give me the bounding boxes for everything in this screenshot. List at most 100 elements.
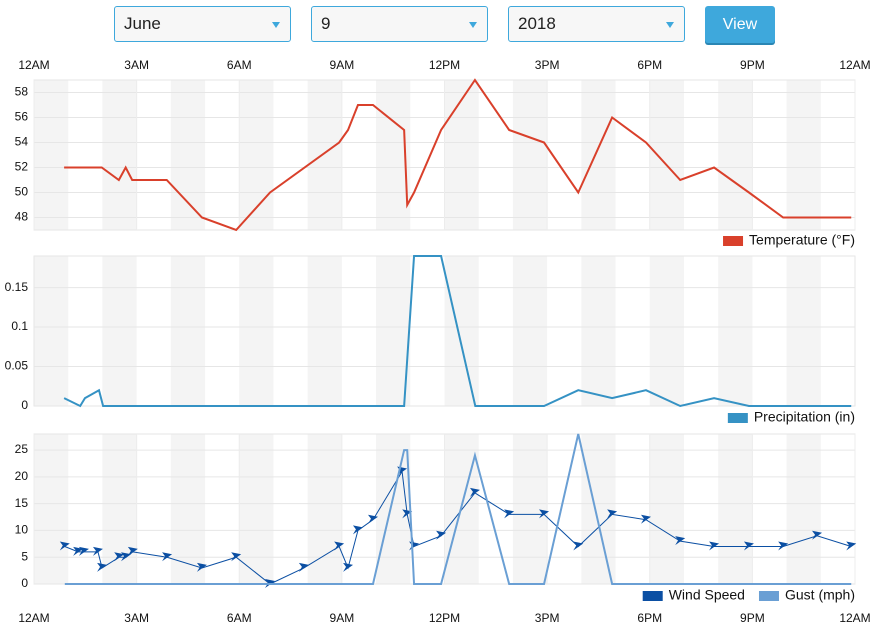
day-select[interactable]: 9 — [311, 6, 488, 42]
y-tick-label: 5 — [21, 549, 28, 563]
hour-band — [307, 80, 342, 230]
wind-arrow — [778, 541, 789, 551]
hour-band — [239, 256, 274, 406]
day-value: 9 — [321, 14, 331, 33]
x-tick-label: 9AM — [330, 58, 355, 72]
y-tick-label: 50 — [15, 185, 29, 199]
x-tick-label: 9PM — [740, 611, 765, 625]
y-tick-label: 15 — [15, 496, 29, 510]
legend-label: Precipitation (in) — [754, 409, 855, 425]
hour-band — [444, 80, 479, 230]
hour-band — [512, 256, 548, 406]
x-tick-label: 12AM — [839, 58, 870, 72]
hour-band — [786, 80, 821, 230]
legend-label: Temperature (°F) — [749, 232, 855, 248]
wind-arrow — [78, 546, 89, 556]
y-tick-label: 25 — [15, 442, 29, 456]
wind-arrow — [59, 541, 70, 551]
hour-band — [34, 80, 69, 230]
legend-swatch — [758, 591, 779, 601]
x-tick-label: 3PM — [535, 611, 560, 625]
hour-band — [444, 256, 479, 406]
wind-arrow — [114, 552, 125, 562]
hour-band — [170, 80, 206, 230]
y-tick-label: 0.15 — [5, 280, 29, 294]
x-tick-label: 12PM — [429, 611, 460, 625]
hour-band — [649, 434, 684, 584]
wind-arrow — [504, 509, 515, 519]
hour-band — [718, 80, 753, 230]
y-tick-label: 20 — [15, 469, 29, 483]
dropdown-arrow — [272, 22, 280, 28]
legend-swatch — [642, 591, 663, 601]
hour-band — [581, 434, 616, 584]
y-tick-label: 56 — [15, 110, 29, 124]
hour-band — [786, 256, 821, 406]
x-tick-label: 6PM — [637, 611, 662, 625]
wind-arrow — [343, 562, 354, 572]
wind-arrow — [162, 552, 173, 562]
hour-band — [649, 80, 684, 230]
x-tick-label: 3AM — [124, 58, 149, 72]
hour-band — [102, 256, 137, 406]
x-tick-label: 12AM — [18, 611, 49, 625]
wind-arrow — [97, 562, 108, 572]
hour-band — [102, 434, 137, 584]
y-tick-label: 0 — [21, 576, 28, 590]
legend-swatch — [727, 413, 748, 423]
wind-arrow — [298, 562, 309, 572]
x-tick-label: 6AM — [227, 58, 252, 72]
year-select[interactable]: 2018 — [508, 6, 685, 42]
wind-arrow — [573, 541, 584, 551]
y-tick-label: 48 — [15, 210, 29, 224]
dropdown-arrow — [666, 22, 674, 28]
hour-band — [170, 256, 206, 406]
hour-band — [307, 434, 342, 584]
month-value: June — [124, 14, 161, 33]
wind-arrow — [539, 509, 550, 519]
hour-band — [786, 434, 821, 584]
y-tick-label: 0 — [21, 398, 28, 412]
hour-band — [34, 256, 69, 406]
x-tick-label: 3AM — [124, 611, 149, 625]
x-tick-label: 12AM — [839, 611, 870, 625]
hour-band — [376, 434, 411, 584]
x-tick-label: 12AM — [18, 58, 49, 72]
y-tick-label: 0.1 — [11, 319, 28, 333]
x-tick-label: 9AM — [330, 611, 355, 625]
y-tick-label: 58 — [15, 85, 29, 99]
wind-arrow — [846, 541, 857, 551]
y-tick-label: 52 — [15, 160, 29, 174]
dropdown-arrow — [469, 22, 477, 28]
wind-arrow — [334, 541, 345, 551]
wind-arrow — [73, 546, 84, 556]
legend-label: Wind Speed — [669, 587, 745, 603]
wind-arrow — [121, 552, 132, 562]
wind-arrow — [743, 541, 754, 551]
wind-arrow — [231, 552, 242, 562]
y-tick-label: 54 — [15, 135, 29, 149]
wind-arrow — [436, 530, 447, 540]
y-tick-label: 10 — [15, 523, 29, 537]
wind-arrow — [368, 514, 379, 524]
view-button[interactable]: View — [705, 6, 775, 43]
wind-arrow — [607, 509, 618, 519]
year-value: 2018 — [518, 14, 556, 33]
wind-arrow — [352, 525, 363, 535]
legend-label: Gust (mph) — [785, 587, 855, 603]
wind-arrow — [709, 541, 720, 551]
x-tick-label: 12PM — [429, 58, 460, 72]
month-select[interactable]: June — [114, 6, 291, 42]
hour-band — [581, 80, 616, 230]
series-line — [64, 433, 852, 585]
series-line — [63, 255, 852, 408]
hour-band — [512, 80, 548, 230]
wind-arrow — [812, 530, 823, 540]
x-tick-label: 6AM — [227, 611, 252, 625]
wind-arrow — [640, 514, 651, 524]
hour-band — [718, 256, 753, 406]
wind-arrow — [196, 562, 207, 572]
hour-band — [239, 80, 274, 230]
hour-band — [512, 434, 548, 584]
